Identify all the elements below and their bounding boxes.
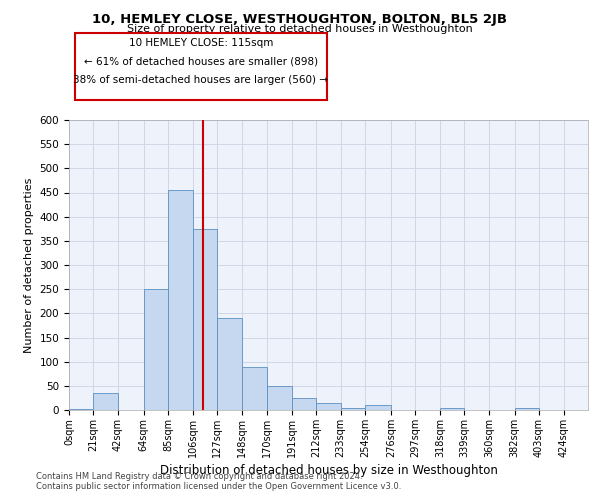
Bar — [242, 366, 267, 410]
Bar — [217, 318, 242, 410]
Text: Size of property relative to detached houses in Westhoughton: Size of property relative to detached ho… — [127, 24, 473, 34]
Bar — [292, 398, 316, 410]
Bar — [193, 229, 217, 410]
Text: Contains HM Land Registry data © Crown copyright and database right 2024.: Contains HM Land Registry data © Crown c… — [36, 472, 362, 481]
Text: Contains public sector information licensed under the Open Government Licence v3: Contains public sector information licen… — [36, 482, 401, 491]
Text: 38% of semi-detached houses are larger (560) →: 38% of semi-detached houses are larger (… — [73, 75, 329, 85]
Bar — [440, 408, 464, 410]
Bar — [365, 405, 391, 410]
Bar — [69, 409, 94, 410]
Bar — [168, 190, 193, 410]
Bar — [515, 408, 539, 410]
Bar — [143, 289, 168, 410]
Bar — [316, 403, 341, 410]
Y-axis label: Number of detached properties: Number of detached properties — [24, 178, 34, 352]
X-axis label: Distribution of detached houses by size in Westhoughton: Distribution of detached houses by size … — [160, 464, 497, 477]
Bar — [94, 393, 118, 410]
Bar — [267, 386, 292, 410]
Text: 10, HEMLEY CLOSE, WESTHOUGHTON, BOLTON, BL5 2JB: 10, HEMLEY CLOSE, WESTHOUGHTON, BOLTON, … — [92, 12, 508, 26]
Bar — [341, 408, 365, 410]
Text: ← 61% of detached houses are smaller (898): ← 61% of detached houses are smaller (89… — [84, 56, 318, 66]
Text: 10 HEMLEY CLOSE: 115sqm: 10 HEMLEY CLOSE: 115sqm — [129, 38, 273, 48]
